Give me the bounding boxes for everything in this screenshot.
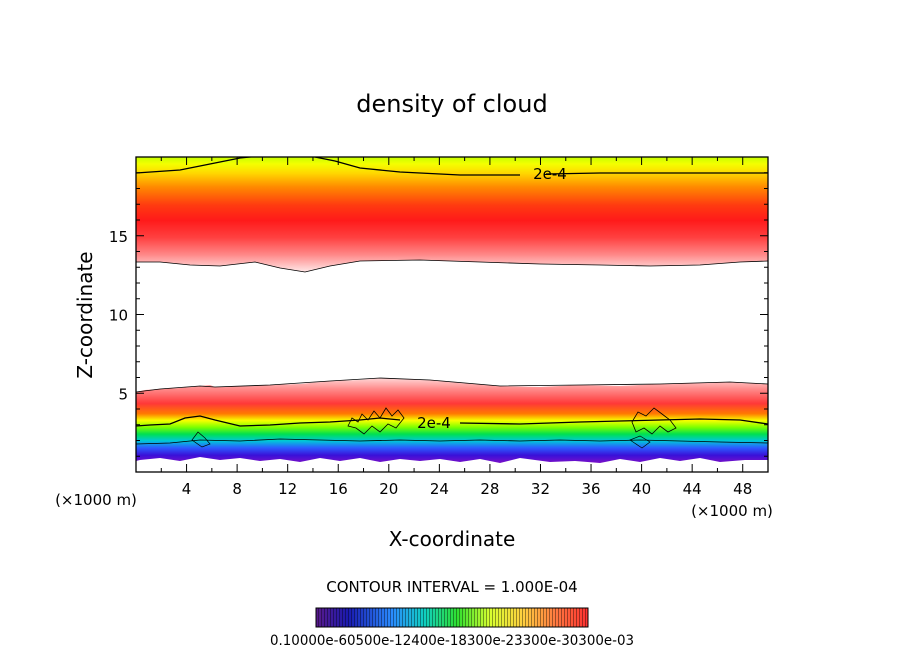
contour-noise-left — [347, 407, 405, 435]
x-tick-label: 32 — [531, 480, 550, 498]
y-axis-ticks: 5 10 15 — [109, 172, 768, 457]
contour-interval-label: CONTOUR INTERVAL = 1.000E-04 — [326, 578, 577, 596]
contour-lower-top-edge — [136, 377, 768, 393]
x-tick-label: 28 — [480, 480, 499, 498]
x-axis-title: X-coordinate — [389, 527, 516, 551]
x-unit-label-right: (×1000 m) — [691, 502, 773, 520]
x-tick-label: 8 — [232, 480, 242, 498]
lower-cloud-layer — [136, 378, 768, 463]
contour-lower-2e-4 — [136, 415, 768, 427]
contour-noise-right — [631, 407, 677, 435]
x-tick-label: 36 — [581, 480, 600, 498]
chart-title: density of cloud — [356, 90, 547, 118]
y-tick-label: 5 — [118, 385, 128, 403]
y-axis-title: Z-coordinate — [73, 251, 97, 378]
upper-cloud-layer — [136, 157, 768, 272]
x-tick-label: 44 — [683, 480, 702, 498]
contour-label: 2e-4 — [417, 414, 451, 432]
x-tick-label: 4 — [182, 480, 192, 498]
x-unit-label-left: (×1000 m) — [55, 491, 137, 509]
colorbar — [315, 607, 589, 628]
x-tick-label: 20 — [379, 480, 398, 498]
y-tick-label: 15 — [109, 228, 128, 246]
colorbar-dividers — [316, 608, 588, 627]
y-tick-label: 10 — [109, 307, 128, 325]
x-axis-ticks: 4 8 12 16 20 24 28 32 36 40 44 48 — [160, 157, 752, 498]
plot-area — [136, 157, 768, 463]
x-tick-label: 40 — [632, 480, 651, 498]
x-tick-label: 24 — [430, 480, 449, 498]
colorbar-frame — [315, 607, 589, 628]
contour-label: 2e-4 — [533, 165, 567, 183]
x-tick-label: 48 — [733, 480, 752, 498]
x-tick-label: 12 — [278, 480, 297, 498]
contour-lower-inner — [136, 438, 768, 445]
contour-noise-small — [191, 431, 651, 449]
colorbar-tick-labels: 0.10000e-60500e-12400e-18300e-23300e-303… — [270, 633, 634, 649]
x-tick-label: 16 — [329, 480, 348, 498]
contour-upper-lower-edge — [136, 259, 768, 273]
contour-upper-2e-4 — [136, 157, 768, 176]
